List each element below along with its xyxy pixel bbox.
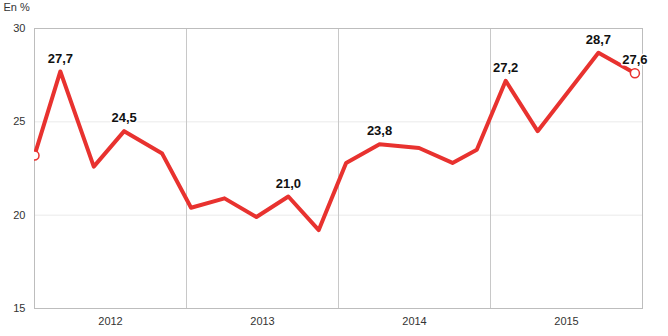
svg-text:2014: 2014 bbox=[402, 315, 426, 327]
svg-text:15: 15 bbox=[13, 302, 25, 314]
svg-text:2013: 2013 bbox=[250, 315, 274, 327]
svg-text:En %: En % bbox=[4, 1, 31, 13]
svg-text:27,2: 27,2 bbox=[493, 60, 518, 75]
svg-text:24,5: 24,5 bbox=[112, 110, 137, 125]
svg-text:20: 20 bbox=[13, 209, 25, 221]
svg-text:2015: 2015 bbox=[554, 315, 578, 327]
svg-text:28,7: 28,7 bbox=[586, 32, 611, 47]
svg-text:21,0: 21,0 bbox=[276, 176, 301, 191]
svg-text:27,7: 27,7 bbox=[48, 51, 73, 66]
svg-text:23,8: 23,8 bbox=[367, 123, 392, 138]
svg-text:27,6: 27,6 bbox=[622, 52, 647, 67]
svg-text:25: 25 bbox=[13, 115, 25, 127]
svg-text:30: 30 bbox=[13, 22, 25, 34]
svg-text:2012: 2012 bbox=[98, 315, 122, 327]
